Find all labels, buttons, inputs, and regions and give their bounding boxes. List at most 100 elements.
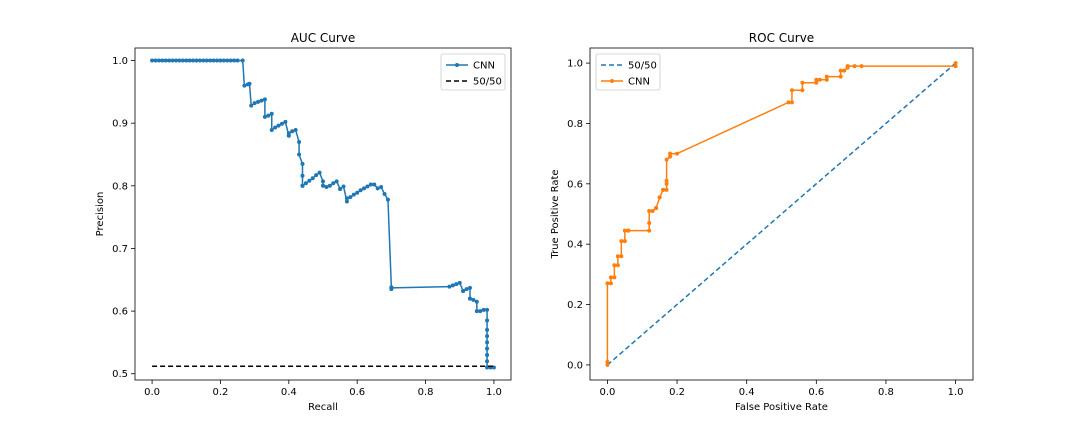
chart-0-series-cnn-point [485, 327, 490, 332]
chart-0-series-cnn-point [290, 129, 295, 134]
chart-0-series-cnn-point [300, 161, 305, 166]
chart-1-series-cnn-point [838, 68, 843, 73]
chart-0-series-cnn-point [211, 58, 216, 63]
chart-0-x-tick-label: 0.4 [281, 387, 297, 398]
chart-1-legend: 50/50 CNN [595, 53, 661, 91]
chart-1-series-cnn-point [605, 359, 610, 364]
chart-1-series-cnn-point [859, 64, 864, 69]
chart-0-series-cnn-point [150, 58, 155, 63]
chart-0-series-cnn-point [256, 99, 261, 104]
chart-1-series-cnn-point [664, 178, 669, 183]
chart-1-y-tick-label: 0.6 [567, 179, 583, 190]
chart-0-series-cnn-point [307, 178, 312, 183]
chart-1-legend-label: CNN [628, 77, 650, 88]
chart-0-series-cnn-point [235, 58, 240, 63]
chart-0-series-cnn-point [481, 307, 486, 312]
chart-0-series-cnn-point [269, 111, 274, 116]
chart-1-series-cnn-point [852, 64, 857, 69]
chart-1-series-cnn-point [612, 263, 617, 268]
chart-0-series-cnn-point [153, 58, 158, 63]
chart-0-series-cnn-point [485, 307, 490, 312]
chart-1-series-cnn-point [615, 254, 620, 259]
chart-0-series-cnn-point [273, 125, 278, 130]
chart-1-series-cnn-point [664, 157, 669, 162]
chart-0-series-cnn-point [156, 58, 161, 63]
chart-0-series-cnn-point [208, 58, 213, 63]
chart-1-series-cnn-point [626, 228, 631, 233]
chart-0-x-tick-label: 0.0 [144, 387, 160, 398]
chart-0-series-cnn-point [331, 181, 336, 186]
chart-1-series-cnn-point [789, 88, 794, 93]
chart-0-series-cnn-point [184, 58, 189, 63]
chart-0-series-cnn-point [204, 58, 209, 63]
chart-1-series-cnn-point [838, 74, 843, 79]
chart-0-series-cnn-point [163, 58, 168, 63]
chart-0-series-cnn-point [454, 282, 459, 287]
chart-0-series-cnn-point [355, 190, 360, 195]
chart-0-series-cnn-point [485, 365, 490, 370]
chart-0-series-cnn-point [262, 97, 267, 102]
chart-1-series-cnn-point [612, 275, 617, 280]
chart-0-title: AUC Curve [291, 31, 356, 45]
chart-1-series-cnn-point [814, 77, 819, 82]
chart-0-series-cnn-point [464, 287, 469, 292]
chart-1-series-cnn-point [668, 154, 673, 159]
chart-0-series-cnn-point [276, 123, 281, 128]
chart-0-legend-label: 50/50 [473, 77, 502, 88]
chart-0-series-cnn-point [385, 197, 390, 202]
chart-0-series-cnn-point [259, 98, 264, 103]
chart-0-series-cnn-point [218, 58, 223, 63]
auc-chart: AUC Curve 0.0 0.2 0.4 0.6 0.8 1.0 0.5 0.6 0.7 0.8 0… [95, 31, 512, 413]
chart-0-y-axis-label: Precision [95, 192, 106, 237]
chart-1-legend-marker [610, 79, 614, 83]
chart-0-series-cnn-point [344, 199, 349, 204]
chart-0-legend: CNN 50/50 [440, 53, 506, 91]
chart-0-axes-frame [134, 47, 512, 381]
chart-0-series-cnn-point [300, 173, 305, 178]
chart-0-series-cnn-point [160, 58, 165, 63]
chart-0-series-cnn-point [358, 188, 363, 193]
chart-0-series-cnn-point [180, 58, 185, 63]
chart-0-series-cnn-point [286, 131, 291, 136]
chart-0-series-cnn-point [348, 195, 353, 200]
chart-0-series-cnn-point [338, 186, 343, 191]
chart-0-series-cnn-point [485, 352, 490, 357]
chart-1-y-tick-label: 0.2 [567, 300, 583, 311]
chart-1-series-cnn-point [786, 100, 791, 105]
chart-1-x-tick-label: 1.0 [948, 387, 964, 398]
chart-0-series-cnn-point [269, 128, 274, 133]
chart-0-series-cnn-point [485, 334, 490, 339]
chart-1-series-cnn-point [650, 208, 655, 213]
chart-1-x-tick-label: 0.2 [669, 387, 685, 398]
chart-0-series-cnn-point [167, 58, 172, 63]
chart-0-y-tick-label: 0.7 [112, 244, 128, 255]
chart-0-series-cnn-point [247, 81, 252, 86]
chart-1-y-tick-label: 0.4 [567, 240, 583, 251]
chart-1-series-cnn-point [800, 88, 805, 93]
chart-0-series-cnn-point [170, 58, 175, 63]
chart-1-series-cnn-point [647, 208, 652, 213]
chart-0-legend-marker [455, 63, 459, 67]
chart-1-series-cnn-point [664, 187, 669, 192]
chart-1-series-cnn-point [668, 151, 673, 156]
chart-0-series-cnn-point [242, 83, 247, 88]
chart-1-y-tick-label: 1.0 [567, 59, 583, 70]
chart-0-series-cnn-point [461, 289, 466, 294]
chart-0-series-cnn-point [327, 183, 332, 188]
chart-1-series-cnn-point [661, 187, 666, 192]
chart-0-series-cnn-point [240, 58, 245, 63]
chart-0-series-cnn-point [344, 196, 349, 201]
chart-0-y-tick-label: 0.6 [112, 307, 128, 318]
chart-0-x-axis-label: Recall [308, 402, 338, 413]
roc-chart: ROC Curve 0.0 0.2 0.4 0.6 0.8 1.0 0.0 0.2 0.4 0.6 0… [550, 31, 974, 413]
chart-0-series-cnn-point [249, 103, 254, 108]
chart-1-y-axis-label: True Positive Rate [550, 169, 561, 259]
chart-1-series-cnn-point [800, 80, 805, 85]
chart-0-series-cnn-point [187, 58, 192, 63]
chart-0-series-cnn-point [450, 283, 455, 288]
chart-1-y-tick-label: 0.8 [567, 119, 583, 130]
chart-1-y-tick-label: 0.0 [567, 360, 583, 371]
chart-0-series-cnn-point [478, 309, 483, 314]
